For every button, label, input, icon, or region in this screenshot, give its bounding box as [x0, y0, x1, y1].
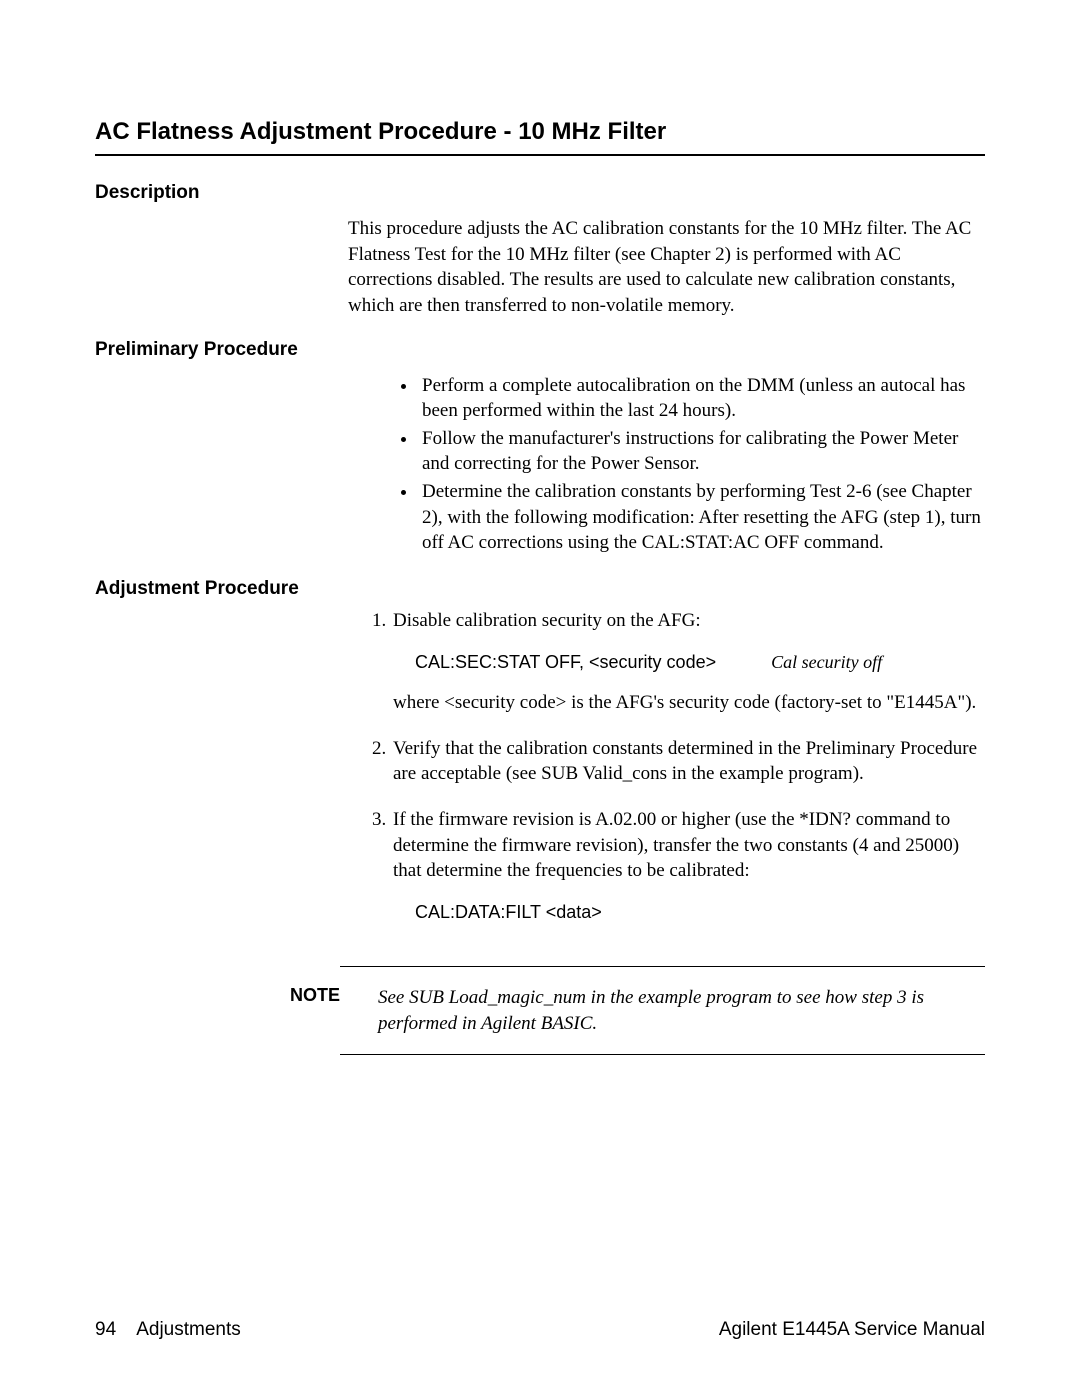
step-3: If the firmware revision is A.02.00 or h…	[391, 807, 985, 924]
heading-adjustment: Adjustment Procedure	[95, 578, 348, 944]
section-adjustment: Adjustment Procedure Disable calibration…	[95, 578, 985, 944]
step1-lead: Disable calibration security on the AFG:	[393, 610, 701, 631]
page-title: AC Flatness Adjustment Procedure - 10 MH…	[95, 118, 985, 156]
section-preliminary: Preliminary Procedure Perform a complete…	[95, 339, 985, 558]
preliminary-item: Perform a complete autocalibration on th…	[418, 373, 985, 424]
step-1: Disable calibration security on the AFG:…	[391, 608, 985, 716]
step2-text: Verify that the calibration constants de…	[393, 738, 977, 785]
adjustment-steps: Disable calibration security on the AFG:…	[348, 608, 985, 924]
page: AC Flatness Adjustment Procedure - 10 MH…	[0, 0, 1080, 1397]
step1-code-line: CAL:SEC:STAT OFF, <security code> Cal se…	[415, 650, 985, 674]
footer-page-number: 94	[95, 1319, 116, 1340]
preliminary-item: Determine the calibration constants by p…	[418, 479, 985, 556]
step-2: Verify that the calibration constants de…	[391, 736, 985, 787]
note-block: NOTE See SUB Load_magic_num in the examp…	[95, 966, 985, 1055]
footer-chapter: Adjustments	[136, 1319, 241, 1340]
footer-right: Agilent E1445A Service Manual	[719, 1319, 985, 1341]
preliminary-item: Follow the manufacturer's instructions f…	[418, 426, 985, 477]
note-text: See SUB Load_magic_num in the example pr…	[378, 985, 985, 1036]
adjustment-body: Disable calibration security on the AFG:…	[348, 578, 985, 944]
step1-code: CAL:SEC:STAT OFF, <security code>	[415, 652, 716, 672]
preliminary-list: Perform a complete autocalibration on th…	[348, 373, 985, 556]
note-rule-bottom	[340, 1054, 985, 1055]
description-text: This procedure adjusts the AC calibratio…	[348, 182, 985, 319]
step1-comment: Cal security off	[771, 652, 882, 672]
footer-left: 94 Adjustments	[95, 1319, 241, 1341]
note-content: NOTE See SUB Load_magic_num in the examp…	[95, 967, 985, 1054]
step1-tail: where <security code> is the AFG's secur…	[393, 692, 976, 713]
note-label: NOTE	[95, 985, 378, 1036]
step3-code-line: CAL:DATA:FILT <data>	[415, 900, 985, 924]
heading-preliminary: Preliminary Procedure	[95, 339, 348, 558]
preliminary-body: Perform a complete autocalibration on th…	[348, 339, 985, 558]
description-body: This procedure adjusts the AC calibratio…	[348, 218, 971, 316]
section-description: Description This procedure adjusts the A…	[95, 182, 985, 319]
page-footer: 94 Adjustments Agilent E1445A Service Ma…	[95, 1319, 985, 1341]
heading-description: Description	[95, 182, 348, 319]
step3-lead: If the firmware revision is A.02.00 or h…	[393, 809, 959, 881]
step3-code: CAL:DATA:FILT <data>	[415, 902, 602, 922]
